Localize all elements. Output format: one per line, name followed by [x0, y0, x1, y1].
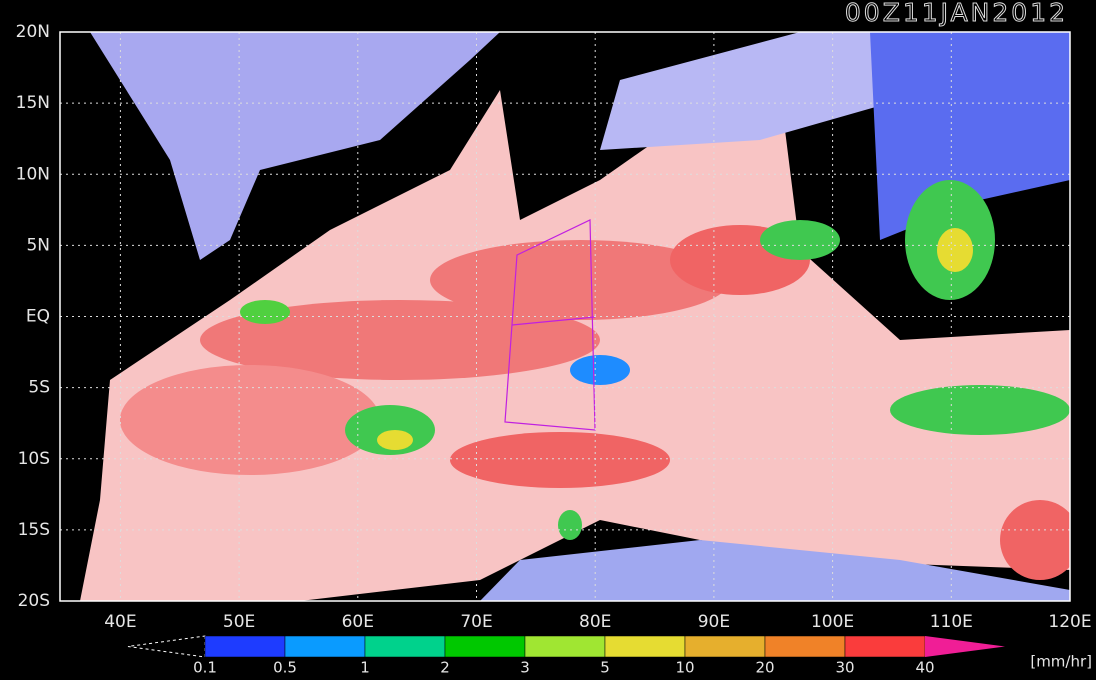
convective-cell	[570, 355, 630, 385]
convective-cell	[377, 430, 413, 450]
box-divider	[511, 316, 596, 326]
lon-label: 40E	[104, 612, 136, 632]
colorbar-over	[925, 636, 1005, 657]
convective-cell	[240, 300, 290, 324]
rain-core	[120, 365, 380, 475]
colorbar-label: 30	[835, 659, 854, 677]
map-frame	[59, 31, 1071, 602]
colorbar-label: 3	[520, 659, 530, 677]
lat-label: 15S	[18, 520, 50, 540]
colorbar-segment	[844, 635, 926, 658]
colorbar-label: 0.1	[193, 659, 217, 677]
colorbar-segment	[284, 635, 366, 658]
colorbar-label: 40	[915, 659, 934, 677]
lat-label: 15N	[16, 93, 50, 113]
colorbar-segment	[684, 635, 766, 658]
lon-label: 120E	[1048, 612, 1091, 632]
convective-cell	[937, 228, 973, 272]
lat-label: 10S	[18, 449, 50, 469]
colorbar-label: 0.5	[273, 659, 297, 677]
colorbar-label: 1	[360, 659, 370, 677]
title: 00Z11JAN2012	[845, 0, 1068, 27]
lon-label: 50E	[223, 612, 255, 632]
rain-core	[200, 300, 600, 380]
colorbar-label: 20	[755, 659, 774, 677]
lat-label: 10N	[16, 164, 50, 184]
lat-label: 20S	[18, 591, 50, 611]
colorbar-label: 5	[600, 659, 610, 677]
lon-label: 80E	[579, 612, 611, 632]
lon-label: 60E	[342, 612, 374, 632]
lat-label: 5N	[26, 235, 50, 255]
colorbar-segment	[524, 635, 606, 658]
colorbar-unit: [mm/hr]	[1030, 653, 1092, 671]
lon-label: 100E	[811, 612, 854, 632]
colorbar-label: 2	[440, 659, 450, 677]
convective-cell	[345, 405, 435, 455]
lat-label: 5S	[28, 378, 50, 398]
rain-core	[430, 240, 730, 320]
lon-label: 70E	[460, 612, 492, 632]
lat-label: 20N	[16, 22, 50, 42]
rain-core	[450, 432, 670, 488]
precipitation-field	[59, 31, 1071, 602]
colorbar-segment	[604, 635, 686, 658]
convective-cell	[760, 220, 840, 260]
lat-label: EQ	[26, 307, 50, 327]
rain-core	[1000, 500, 1070, 580]
lon-label: 110E	[930, 612, 973, 632]
lon-label: 90E	[698, 612, 730, 632]
colorbar-segment	[444, 635, 526, 658]
colorbar-label: 10	[675, 659, 694, 677]
southern-area	[480, 540, 1070, 601]
convective-cell	[890, 385, 1070, 435]
arabian-sea-area	[90, 32, 500, 260]
bay-area	[600, 32, 900, 150]
convective-cell	[558, 510, 582, 540]
colorbar-segment	[364, 635, 446, 658]
northeast-area	[870, 32, 1070, 240]
colorbar-segment	[204, 635, 286, 658]
colorbar-segment	[764, 635, 846, 658]
